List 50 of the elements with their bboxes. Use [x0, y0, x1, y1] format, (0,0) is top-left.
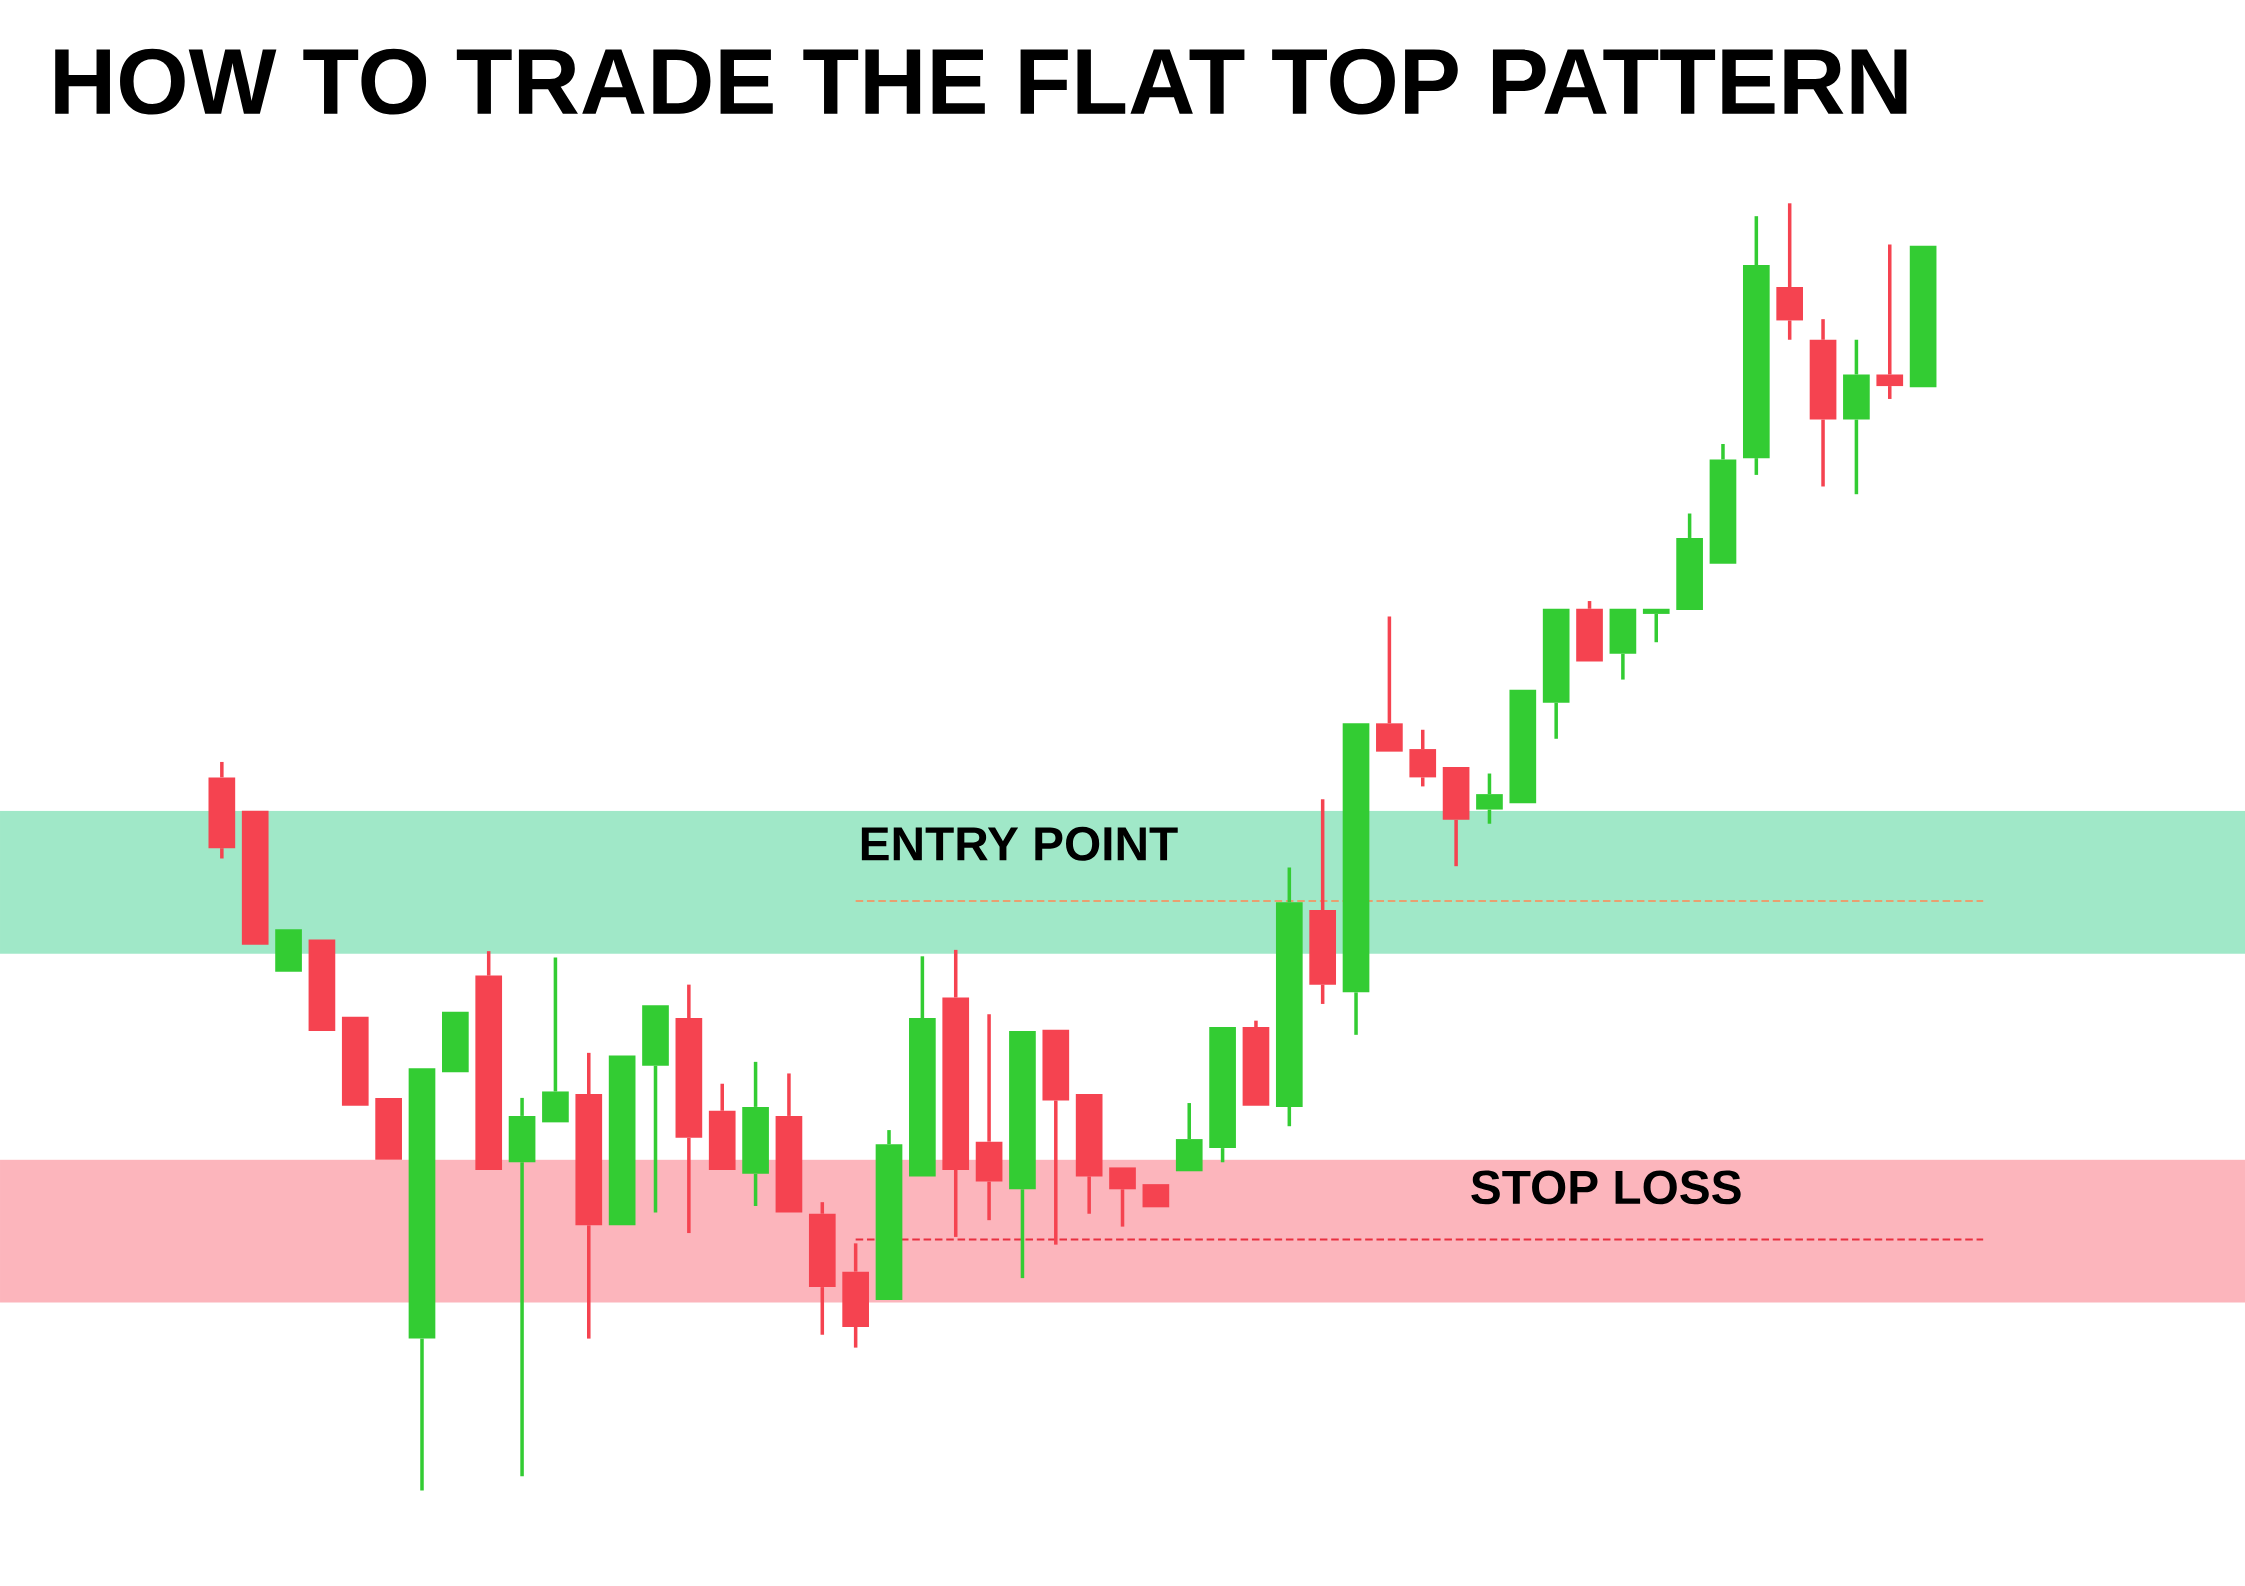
candlestick — [708, 1083, 736, 1170]
chart-title: HOW TO TRADE THE FLAT TOP PATTERN — [55, 48, 1907, 115]
candlestick — [508, 1097, 536, 1477]
candlestick — [275, 929, 302, 972]
candlestick — [642, 1005, 669, 1213]
candlestick — [1542, 608, 1570, 739]
candlestick — [675, 984, 703, 1235]
candlestick — [1876, 244, 1904, 399]
candlestick — [1309, 799, 1337, 1004]
candlestick — [1909, 245, 1937, 388]
candlestick — [1642, 608, 1670, 644]
candlestick — [341, 1016, 369, 1106]
candlestick — [408, 1068, 436, 1491]
candlestick — [1409, 729, 1437, 787]
candlestick — [1075, 1093, 1103, 1214]
candlestick — [542, 957, 569, 1123]
candlestick — [1809, 318, 1837, 487]
candlestick — [575, 1052, 603, 1339]
candlestick — [875, 1129, 903, 1300]
candlestick — [1342, 723, 1370, 1035]
candlestick — [1242, 1020, 1270, 1106]
candlestick — [1275, 867, 1303, 1128]
candlestick — [942, 949, 970, 1237]
candlestick — [1843, 339, 1870, 496]
candlestick — [241, 810, 269, 945]
candlestick — [1676, 513, 1703, 610]
candlestick — [475, 950, 503, 1170]
candlestick — [1109, 1167, 1136, 1227]
candlestick — [375, 1097, 402, 1160]
candlestick — [208, 761, 236, 859]
candlestick — [909, 956, 936, 1177]
candlestick — [1142, 1183, 1170, 1208]
candlestick — [1609, 608, 1637, 680]
candlestick — [842, 1243, 869, 1348]
candlestick — [1509, 689, 1537, 803]
candlestick — [775, 1073, 803, 1213]
candlestick — [308, 939, 336, 1031]
candlestick — [1376, 616, 1403, 752]
candlestick — [608, 1055, 636, 1226]
candlestick — [1175, 1102, 1203, 1172]
candlestick — [1009, 1030, 1036, 1280]
candlestick — [1776, 203, 1804, 340]
band-label: ENTRY POINT — [861, 826, 1178, 861]
band-label: STOP LOSS — [1471, 1170, 1741, 1205]
candlestick — [1442, 766, 1470, 868]
candlestick — [1042, 1029, 1070, 1245]
candlestick — [975, 1014, 1003, 1222]
candlestick — [442, 1011, 469, 1072]
candlestick — [742, 1061, 769, 1206]
candlestick — [1709, 443, 1737, 564]
